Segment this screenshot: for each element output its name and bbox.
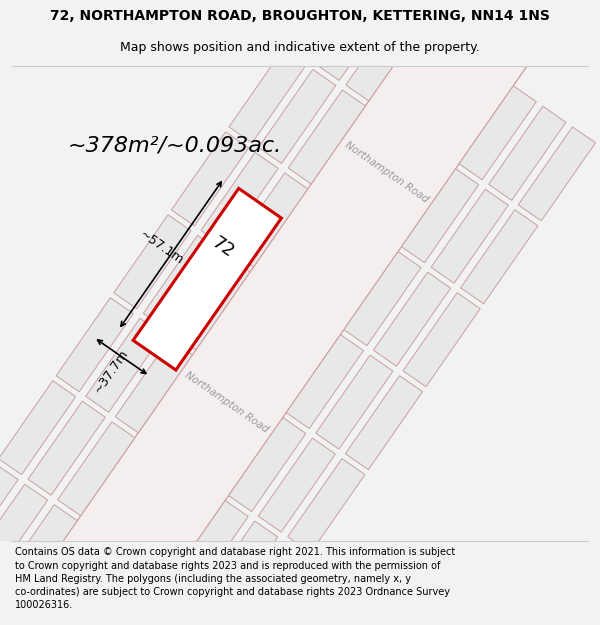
Polygon shape [316,355,393,449]
Text: Northampton Road: Northampton Road [343,140,430,204]
Polygon shape [401,169,479,262]
Polygon shape [488,106,566,200]
Text: 72, NORTHAMPTON ROAD, BROUGHTON, KETTERING, NN14 1NS: 72, NORTHAMPTON ROAD, BROUGHTON, KETTERI… [50,9,550,23]
Text: Contains OS data © Crown copyright and database right 2021. This information is : Contains OS data © Crown copyright and d… [15,548,455,610]
Polygon shape [114,215,191,309]
Polygon shape [200,521,278,615]
Polygon shape [316,0,394,81]
Polygon shape [288,459,365,552]
Polygon shape [229,418,306,511]
Polygon shape [86,318,163,412]
Polygon shape [229,49,306,143]
Polygon shape [286,334,364,429]
Polygon shape [287,0,364,60]
Polygon shape [346,376,422,469]
Text: Northampton Road: Northampton Road [183,370,270,434]
Polygon shape [0,484,47,578]
Text: 72: 72 [209,234,238,261]
Polygon shape [258,438,335,532]
Polygon shape [171,501,248,594]
Polygon shape [346,7,423,101]
Polygon shape [0,381,76,474]
Text: ~57.1m: ~57.1m [137,228,186,267]
Polygon shape [288,90,365,184]
Polygon shape [403,292,480,387]
Polygon shape [115,339,193,432]
Polygon shape [344,252,421,346]
Polygon shape [133,188,281,370]
Polygon shape [431,189,508,283]
Polygon shape [373,272,451,366]
Polygon shape [0,505,77,599]
Polygon shape [201,152,278,246]
Polygon shape [259,69,336,163]
Polygon shape [230,542,307,625]
Polygon shape [113,583,191,625]
Polygon shape [28,401,105,495]
Polygon shape [173,256,250,350]
Text: ~37.7m: ~37.7m [92,347,131,396]
Text: ~378m²/~0.093ac.: ~378m²/~0.093ac. [68,136,282,156]
Polygon shape [230,173,308,267]
Polygon shape [459,86,536,180]
Text: Map shows position and indicative extent of the property.: Map shows position and indicative extent… [120,41,480,54]
Polygon shape [143,236,221,329]
Polygon shape [143,604,220,625]
Polygon shape [461,210,538,304]
Polygon shape [172,132,248,226]
Polygon shape [0,464,18,558]
Polygon shape [56,298,133,392]
Polygon shape [518,127,595,221]
Polygon shape [58,422,135,516]
